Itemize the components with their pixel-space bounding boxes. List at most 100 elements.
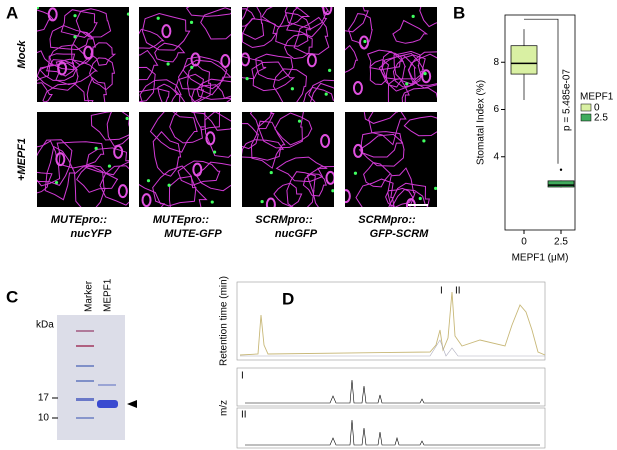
- row-label: Mock: [16, 40, 28, 69]
- stoma: [113, 144, 124, 159]
- cell-outline: [403, 115, 437, 137]
- cell-outline: [37, 82, 53, 102]
- outlier: [559, 168, 563, 171]
- cell-outline: [310, 82, 334, 102]
- cells: [37, 112, 129, 207]
- cell-outline: [367, 49, 405, 71]
- cell-outline: [177, 160, 221, 186]
- lcms: I II I II Retention time (min) m/z: [219, 276, 546, 449]
- cell-outline: [242, 7, 265, 40]
- spectrum-label: I: [241, 371, 244, 382]
- cell-outline: [42, 82, 94, 102]
- cell-outline: [37, 139, 73, 187]
- cell-outline: [385, 187, 415, 207]
- nucleus: [94, 146, 98, 150]
- cell-outline: [387, 167, 416, 207]
- stoma: [190, 52, 201, 67]
- cell-outline: [261, 7, 311, 28]
- nucleus: [331, 189, 334, 193]
- nucleus: [37, 7, 39, 10]
- cell-outline: [242, 139, 285, 161]
- nucleus: [328, 68, 332, 72]
- cell-outline: [157, 83, 179, 102]
- trace: [239, 291, 546, 356]
- stoma: [205, 131, 216, 146]
- axis-label: Retention time (min): [219, 276, 230, 366]
- nucleus: [353, 171, 358, 175]
- nucleus: [422, 139, 426, 143]
- stoma: [353, 143, 364, 158]
- stoma: [265, 197, 276, 207]
- box: [547, 180, 575, 188]
- panel-label: A: [6, 3, 18, 22]
- lane-label: Marker: [84, 280, 95, 312]
- nucleus: [126, 12, 129, 16]
- cell-outline: [242, 55, 267, 80]
- cell-outline: [242, 18, 278, 49]
- cell-outline: [302, 173, 327, 197]
- cell-outline: [368, 112, 407, 146]
- cell-outline: [185, 7, 231, 17]
- cell-outline: [168, 175, 208, 207]
- peak-label: I: [440, 286, 443, 297]
- nucleus: [411, 14, 415, 19]
- cell-outline: [293, 16, 330, 55]
- stoma: [141, 193, 152, 207]
- nucleus: [418, 196, 422, 201]
- nucleus: [167, 183, 171, 187]
- stoma: [352, 80, 363, 95]
- stoma: [220, 53, 231, 68]
- frame: [236, 281, 546, 361]
- stoma: [325, 170, 334, 185]
- panel-label: B: [453, 3, 465, 22]
- annotation: p = 5.485e-07: [562, 69, 573, 131]
- frame: [236, 367, 546, 407]
- significance-bracket: [524, 18, 559, 164]
- cell-outline: [381, 51, 407, 88]
- cell-outline: [44, 145, 76, 201]
- cell-outline: [378, 54, 417, 80]
- row-label: +MEPF1: [16, 138, 28, 181]
- cell-outline: [37, 50, 54, 82]
- nucleus: [156, 16, 160, 20]
- nucleus: [166, 62, 170, 66]
- cell-outline: [387, 77, 410, 102]
- y-tick-label: 8: [493, 57, 499, 68]
- cell-outline: [272, 68, 308, 102]
- cell-outline: [177, 59, 231, 96]
- cells: [139, 112, 231, 207]
- cell-outline: [37, 171, 53, 194]
- cell-outline: [191, 84, 231, 102]
- cell-outline: [360, 131, 403, 158]
- legend-swatch: [580, 103, 592, 112]
- cell-outline: [154, 42, 186, 63]
- cell-outline: [152, 165, 197, 207]
- cell-outline: [284, 7, 330, 30]
- column-label: MUTE-GFP: [164, 228, 222, 240]
- nucleus: [269, 170, 273, 175]
- column-label: GFP-SCRM: [370, 228, 430, 240]
- band: [76, 380, 94, 382]
- gel-image: [57, 315, 125, 440]
- cell-outline: [139, 66, 156, 102]
- cell-outline: [392, 188, 429, 207]
- nucleus: [434, 186, 437, 190]
- cell-outline: [56, 141, 105, 169]
- cell-outline: [74, 165, 106, 207]
- band: [98, 384, 116, 386]
- cell-outline: [242, 122, 260, 150]
- cell-outline: [149, 112, 198, 153]
- panel-label: C: [6, 287, 18, 306]
- column-label: MUTEpro::: [153, 214, 210, 226]
- cell-outline: [345, 44, 359, 73]
- stoma: [306, 53, 317, 68]
- cell-outline: [38, 59, 79, 81]
- nucleus: [290, 87, 294, 91]
- cell-outline: [196, 78, 231, 100]
- cell-outline: [401, 87, 437, 102]
- stoma: [83, 45, 94, 60]
- cell-outline: [139, 88, 170, 102]
- cell-outline: [303, 86, 334, 102]
- column-label: MUTEpro::: [51, 214, 108, 226]
